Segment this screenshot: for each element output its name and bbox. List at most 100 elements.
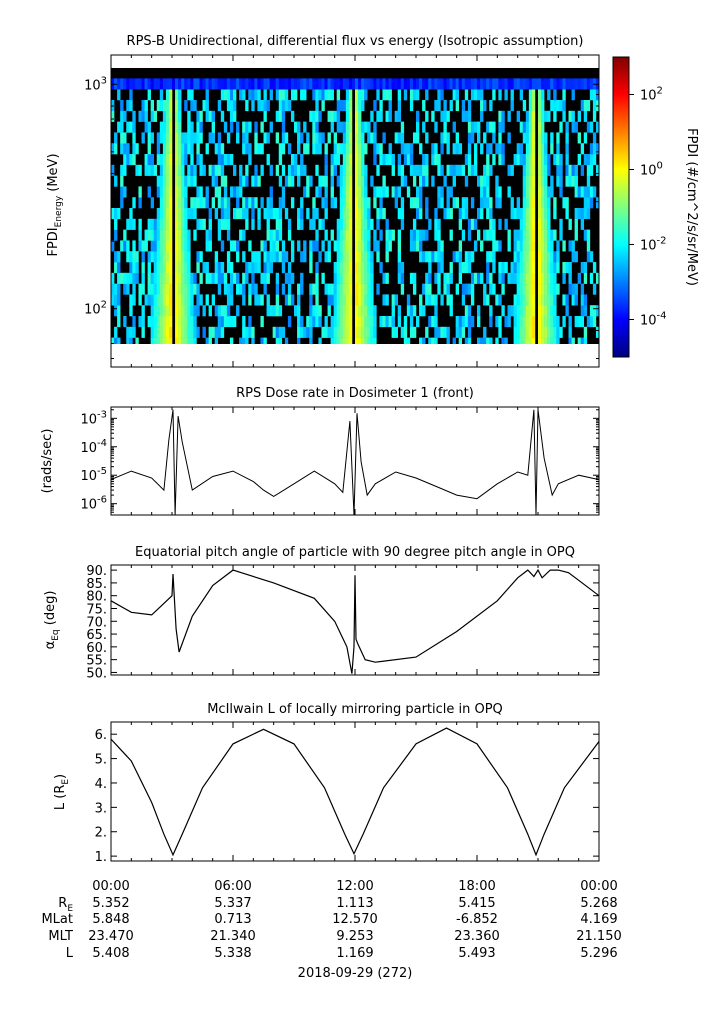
spectrogram-cell	[281, 186, 286, 198]
spectrogram-cell	[449, 100, 453, 112]
spectrogram-cell	[150, 337, 154, 344]
spectrogram-cell	[178, 121, 182, 133]
spectrogram-cell	[294, 305, 298, 317]
spectrogram-cell	[474, 348, 477, 359]
spectrogram-cell	[531, 110, 536, 122]
spectrogram-cell	[437, 218, 441, 230]
spectrogram-cell	[504, 218, 508, 230]
spectrogram-cell	[169, 348, 172, 359]
spectrogram-cell	[358, 337, 362, 344]
spectrogram-cell	[138, 186, 142, 198]
spectrogram-cell	[583, 229, 588, 241]
spectrogram-cell	[333, 154, 337, 166]
spectrogram-cell	[132, 110, 136, 122]
spectrogram-cell	[300, 283, 304, 295]
spectrogram-cell	[556, 132, 560, 144]
spectrogram-cell	[159, 283, 164, 295]
spectrogram-cell	[135, 251, 139, 263]
spectrogram-cell	[382, 175, 386, 187]
spectrogram-cell	[409, 316, 414, 328]
spectrogram-cell	[504, 348, 507, 359]
spectrogram-cell	[254, 164, 258, 176]
spectrogram-cell	[409, 240, 414, 252]
spectrogram-cell	[306, 348, 309, 359]
spectrogram-cell	[138, 164, 142, 176]
spectrogram-cell	[129, 337, 133, 344]
spectrogram-cell	[324, 197, 328, 209]
spectrogram-cell	[428, 348, 431, 359]
spectrogram-cell	[589, 89, 594, 101]
spectrogram-cell	[278, 175, 283, 187]
spectrogram-cell	[382, 316, 386, 328]
spectrogram-cell	[556, 154, 560, 166]
spectrogram-cell	[382, 154, 386, 166]
spectrogram-cell	[391, 186, 395, 198]
spectrogram-cell	[361, 283, 365, 295]
spectrogram-cell	[199, 154, 203, 166]
spectrogram-cell	[141, 283, 145, 295]
spectrogram-cell	[355, 186, 359, 198]
spectrogram-cell	[236, 240, 240, 252]
spectrogram-cell	[541, 121, 545, 133]
spectrogram-cell	[181, 218, 185, 230]
spectrogram-cell	[315, 164, 319, 176]
spectrogram-cell	[541, 143, 545, 155]
spectrogram-cell	[281, 89, 286, 101]
spectrogram-cell	[345, 272, 350, 284]
spectrogram-cell	[443, 121, 447, 133]
spectrogram-cell	[278, 154, 283, 166]
spectrogram-cell	[419, 78, 423, 90]
spectrogram-cell	[550, 143, 554, 155]
spectrogram-cell	[522, 326, 527, 338]
spectrogram-cell	[345, 186, 350, 198]
spectrogram-cell	[312, 283, 316, 295]
spectrogram-cell	[483, 186, 487, 198]
spectrogram-cell	[153, 316, 158, 328]
spectrogram-cell	[263, 337, 267, 344]
spectrogram-cell	[550, 100, 554, 112]
spectrogram-cell	[150, 294, 154, 306]
spectrogram-cell	[358, 283, 362, 295]
spectrogram-cell	[236, 208, 240, 220]
spectrogram-cell	[348, 316, 353, 328]
spectrogram-cell	[193, 197, 197, 209]
spectrogram-cell	[355, 283, 359, 295]
spectrogram-cell	[287, 143, 292, 155]
spectrogram-cell	[303, 121, 307, 133]
spectrogram-cell	[406, 78, 411, 90]
spectrogram-cell	[318, 218, 322, 230]
spectrogram-cell	[486, 164, 490, 176]
spectrogram-cell	[464, 175, 469, 187]
spectrogram-cell	[223, 121, 228, 133]
spectrogram-cell	[324, 154, 328, 166]
spectrogram-cell	[132, 316, 136, 328]
spectrogram-cell	[205, 100, 209, 112]
spectrogram-cell	[349, 348, 352, 359]
spectrogram-cell	[284, 100, 289, 112]
spectrogram-cell	[519, 272, 524, 284]
spectrogram-cell	[409, 229, 414, 241]
spectrogram-cell	[251, 89, 255, 101]
spectrogram-cell	[531, 262, 536, 274]
spectrogram-cell	[287, 100, 292, 112]
spectrogram-cell	[534, 78, 539, 90]
spectrogram-cell	[193, 100, 197, 112]
spectrogram-cell	[379, 100, 383, 112]
spectrogram-cell	[348, 218, 353, 230]
spectrogram-cell	[544, 305, 548, 317]
spectrogram-cell	[464, 110, 469, 122]
spectrogram-cell	[400, 121, 405, 133]
spectrogram-cell	[477, 316, 481, 328]
spectrogram-cell	[586, 78, 591, 90]
spectrogram-cell	[364, 186, 368, 198]
spectrogram-cell	[278, 208, 283, 220]
spectrogram-cell	[159, 218, 164, 230]
spectrogram-cell	[370, 337, 374, 344]
y-tick-label: 65.	[86, 628, 107, 643]
spectrogram-cell	[196, 121, 200, 133]
spectrogram-cell	[220, 110, 225, 122]
spectrogram-cell	[120, 240, 124, 252]
spectrogram-cell	[196, 262, 200, 274]
pitch-angle-plot: 50.55.60.65.70.75.80.85.90. αEq (deg)	[43, 564, 600, 681]
spectrogram-cell	[504, 78, 508, 90]
